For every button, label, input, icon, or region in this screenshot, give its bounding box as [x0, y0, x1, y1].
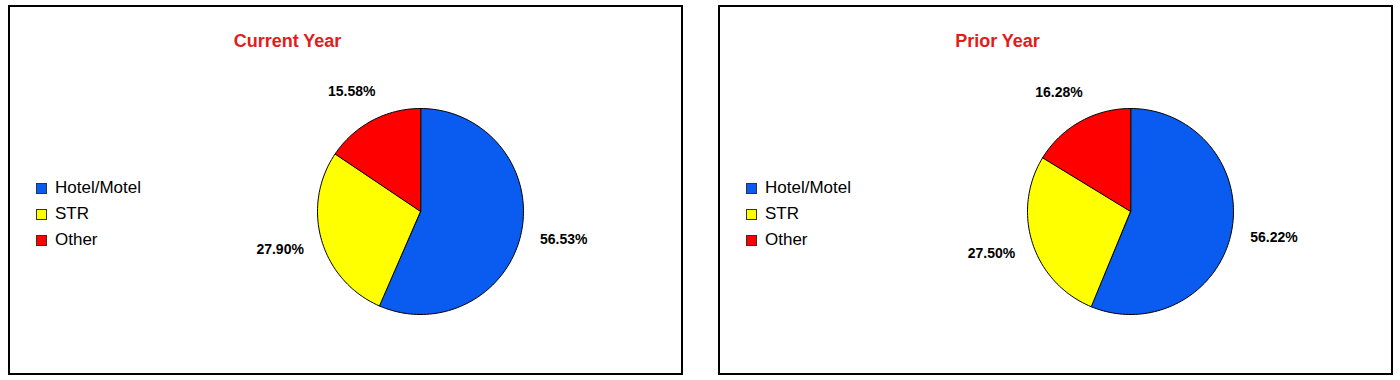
html-text:Prior Year: Prior Year: [955, 31, 1040, 51]
html-text:Hotel/Motel: Hotel/Motel: [765, 178, 851, 197]
html-text:Other: Other: [765, 230, 808, 249]
html-text:STR: STR: [55, 204, 89, 223]
svg-text:16.28%: 16.28%: [1035, 84, 1083, 100]
html-text:Other: Other: [55, 230, 98, 249]
svg-text:56.53%: 56.53%: [540, 231, 588, 247]
svg-text:27.50%: 27.50%: [968, 245, 1016, 261]
svg-text:15.58%: 15.58%: [328, 83, 376, 99]
html-text:STR: STR: [765, 204, 799, 223]
svg-text:56.22%: 56.22%: [1250, 229, 1298, 245]
svg-text:27.90%: 27.90%: [256, 241, 304, 257]
html-text:Hotel/Motel: Hotel/Motel: [55, 178, 141, 197]
html-text:Current Year: Current Year: [233, 31, 342, 51]
